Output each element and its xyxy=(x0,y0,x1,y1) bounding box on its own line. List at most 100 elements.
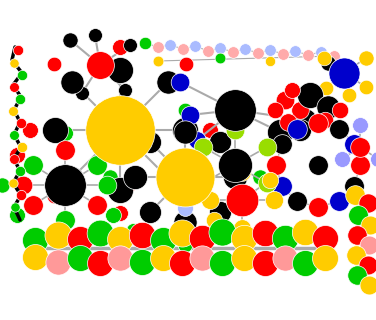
Point xyxy=(0,182,5,188)
Point xyxy=(289,87,295,92)
Point xyxy=(232,108,238,113)
Point xyxy=(239,197,245,203)
Point xyxy=(297,108,303,113)
Point xyxy=(94,203,100,208)
Point xyxy=(257,174,263,180)
Point xyxy=(192,44,198,49)
Point xyxy=(69,79,75,84)
Point xyxy=(17,96,23,101)
Point xyxy=(77,236,83,242)
Point xyxy=(232,163,238,168)
Point xyxy=(180,46,186,52)
Point xyxy=(67,37,73,43)
Point xyxy=(55,260,61,265)
Point xyxy=(272,108,278,113)
Point xyxy=(11,156,17,162)
Point xyxy=(357,144,363,149)
Point xyxy=(14,152,20,157)
Point xyxy=(305,52,311,58)
Point xyxy=(239,170,245,175)
Point xyxy=(110,212,116,218)
Point xyxy=(217,209,223,214)
Point xyxy=(183,61,189,66)
Point xyxy=(282,236,288,241)
Point xyxy=(104,182,110,188)
Point xyxy=(117,255,123,260)
Point xyxy=(129,122,135,127)
Point xyxy=(262,260,268,266)
Point xyxy=(194,138,200,143)
Point xyxy=(139,232,145,237)
Point xyxy=(147,140,153,145)
Point xyxy=(219,260,225,266)
Point xyxy=(182,127,188,132)
Point xyxy=(241,255,247,260)
Point xyxy=(337,108,343,113)
Point xyxy=(321,55,327,60)
Point xyxy=(339,156,345,162)
Point xyxy=(97,230,103,236)
Point xyxy=(18,192,24,197)
Point xyxy=(357,123,363,128)
Point xyxy=(375,156,376,162)
Point xyxy=(352,192,358,197)
Point xyxy=(315,204,321,210)
Point xyxy=(331,68,337,73)
Point xyxy=(302,229,308,235)
Point xyxy=(177,79,183,84)
Point xyxy=(167,43,173,48)
Point xyxy=(117,236,123,242)
Point xyxy=(264,144,270,149)
Point xyxy=(62,218,68,223)
Point xyxy=(32,254,38,260)
Point xyxy=(341,70,347,76)
Point xyxy=(262,230,268,236)
Point xyxy=(235,122,241,127)
Point xyxy=(179,260,185,266)
Point xyxy=(235,227,241,232)
Point xyxy=(132,174,138,180)
Point xyxy=(32,237,38,243)
Point xyxy=(165,79,171,84)
Point xyxy=(12,204,18,210)
Point xyxy=(122,87,128,92)
Point xyxy=(322,255,328,260)
Point xyxy=(307,92,313,98)
Point xyxy=(51,194,57,199)
Point xyxy=(267,177,273,182)
Point xyxy=(282,255,288,260)
Point xyxy=(336,126,342,131)
Point xyxy=(160,237,166,243)
Point xyxy=(117,188,123,193)
Point xyxy=(55,232,61,237)
Point xyxy=(346,92,352,98)
Point xyxy=(62,130,68,135)
Point xyxy=(279,183,285,188)
Point xyxy=(129,227,135,232)
Point xyxy=(273,163,279,168)
Point xyxy=(271,197,277,203)
Point xyxy=(117,68,123,73)
Point xyxy=(267,47,273,52)
Point xyxy=(232,127,238,132)
Point xyxy=(322,236,328,241)
Point xyxy=(97,62,103,68)
Point xyxy=(363,55,369,60)
Point xyxy=(294,199,300,204)
Point xyxy=(219,229,225,235)
Point xyxy=(353,252,359,258)
Point xyxy=(117,210,123,215)
Point xyxy=(30,203,36,208)
Point xyxy=(19,144,25,149)
Point xyxy=(280,52,286,57)
Point xyxy=(277,129,283,134)
Point xyxy=(365,262,371,268)
Point xyxy=(354,232,360,237)
Point xyxy=(20,182,26,188)
Point xyxy=(323,85,329,91)
Point xyxy=(357,163,363,168)
Point xyxy=(232,174,238,180)
Point xyxy=(11,132,17,138)
Point xyxy=(279,141,285,147)
Point xyxy=(336,199,342,204)
